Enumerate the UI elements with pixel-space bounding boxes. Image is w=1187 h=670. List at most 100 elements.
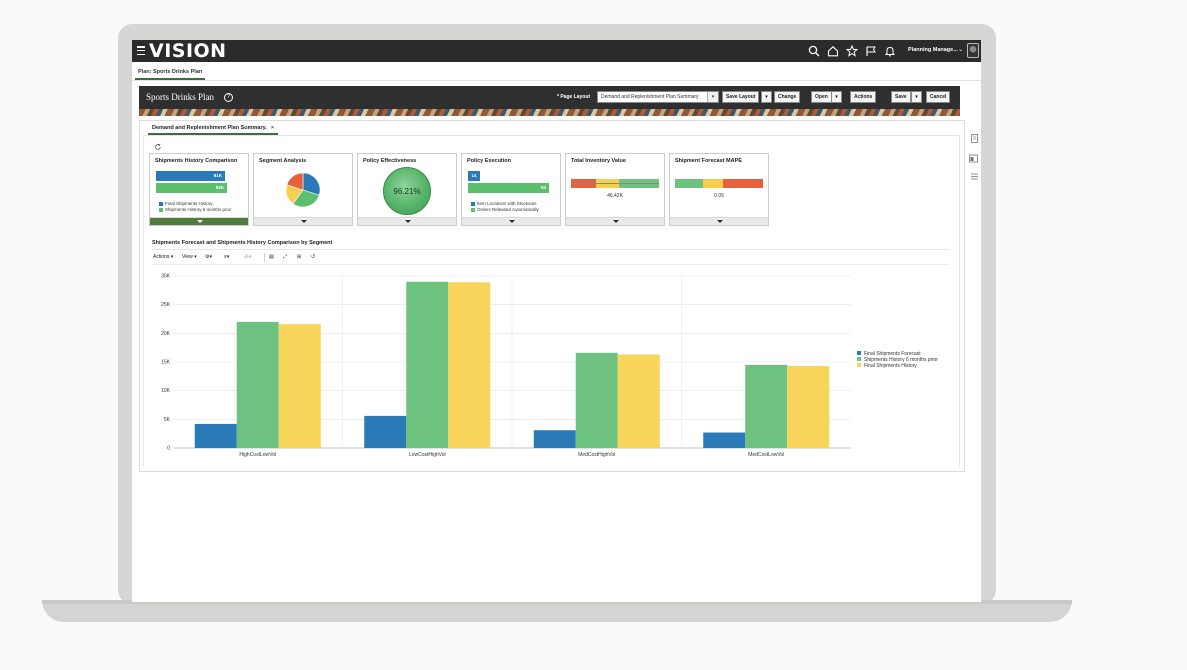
save-layout-button[interactable]: Save Layout (722, 91, 760, 103)
filter-icon[interactable]: ⁂▾ (244, 254, 252, 260)
print-icon[interactable]: ▤ (269, 254, 274, 260)
reset-icon[interactable]: ↺ (311, 254, 316, 260)
x-tick-label: MedCostHighVol (578, 452, 615, 458)
save-button[interactable]: Save (891, 91, 911, 103)
chevron-down-icon[interactable]: ▾ (707, 92, 718, 102)
summary-panel: Demand and Replenishment Plan Summary. × … (139, 120, 965, 472)
infolet-policy-execution[interactable]: Policy Execution 14 94 Item Locations wi… (461, 153, 561, 226)
y-tick-label: 30K (161, 274, 171, 280)
save-layout-menu[interactable]: ▾ (761, 91, 772, 103)
y-tick-label: 25K (161, 302, 171, 308)
infolet-forecast-mape[interactable]: Shipment Forecast MAPE 0.05 (669, 153, 769, 226)
infolet-shipments-history[interactable]: Shipments History Comparison 81K 83K Fin… (149, 153, 249, 226)
bar[interactable] (278, 324, 321, 448)
app-screen: VISION Planning Manage... ⌄ Plan: Sports… (132, 40, 981, 602)
expand-icon[interactable]: ⤢ (283, 254, 288, 260)
legend-item: Final Shipments History (159, 201, 213, 206)
user-menu[interactable]: Planning Manage... (908, 47, 958, 53)
page-layout-value: Demand and Replenishment Plan Summary (601, 94, 699, 100)
search-icon[interactable] (808, 45, 820, 57)
home-icon[interactable] (827, 45, 839, 57)
legend-label: Final Shipments History (864, 363, 917, 369)
close-icon[interactable]: × (270, 125, 275, 131)
sort-icon[interactable]: ≡▾ (224, 254, 230, 260)
legend-item: Item Locations with Stockouts (471, 201, 537, 206)
layout-icon[interactable] (969, 154, 978, 163)
bell-icon[interactable] (884, 45, 896, 57)
legend-swatch (857, 357, 861, 361)
open-menu[interactable]: ▾ (831, 91, 842, 103)
bar[interactable] (533, 430, 576, 448)
change-button[interactable]: Change (774, 91, 801, 103)
plan-tab[interactable]: Plan: Sports Drinks Plan (135, 67, 206, 80)
legend-item: Orders Released Automatically (471, 207, 539, 212)
segment-bar-chart: 0 5K 10K 15K 20K 25K 30K HighCostLowVol LowCostH… (161, 274, 938, 459)
infolet-total-inventory[interactable]: Total Inventory Value 46.42K (565, 153, 665, 226)
star-icon[interactable] (846, 45, 858, 57)
pie-slice (292, 189, 320, 208)
legend-swatch (857, 363, 861, 367)
plan-title-bar: Sports Drinks Plan ? * Page Layout Deman… (139, 86, 960, 109)
infolet-expand[interactable] (358, 217, 456, 225)
bar[interactable] (236, 321, 279, 448)
tab-plan-summary[interactable]: Demand and Replenishment Plan Summary. × (148, 123, 279, 135)
avatar[interactable] (967, 43, 979, 58)
bar[interactable] (194, 423, 237, 448)
y-tick-label: 15K (161, 360, 171, 366)
actions-button[interactable]: Actions (850, 91, 877, 103)
grid-icon[interactable]: ⊞ (297, 254, 302, 260)
infolet-expand[interactable] (566, 217, 664, 225)
actions-menu-button[interactable]: Actions ▾ (153, 254, 174, 260)
refresh-icon[interactable] (154, 143, 162, 151)
infolet-expand[interactable] (254, 217, 352, 225)
page-layout-label: * Page Layout (557, 94, 591, 100)
flag-icon[interactable] (865, 45, 877, 57)
divider (152, 264, 949, 265)
pie-slice (302, 172, 321, 196)
y-tick-label: 0 (167, 446, 170, 452)
open-button[interactable]: Open (811, 91, 832, 103)
view-menu-button[interactable]: View ▾ (182, 254, 197, 260)
list-icon[interactable] (970, 172, 979, 181)
page-layout-select[interactable]: Demand and Replenishment Plan Summary ▾ (597, 91, 719, 103)
menu-icon[interactable] (137, 46, 145, 55)
bar[interactable] (448, 282, 491, 448)
inventory-value: 46.42K (607, 193, 623, 199)
settings-icon[interactable]: ⚙▾ (205, 254, 212, 260)
bar[interactable] (617, 354, 660, 448)
bar[interactable] (406, 281, 449, 448)
infolet-policy-effectiveness[interactable]: Policy Effectiveness 96.21% (357, 153, 457, 226)
divider (132, 80, 981, 81)
y-tick-label: 5K (164, 417, 171, 423)
infolet-title: Policy Effectiveness (363, 158, 417, 164)
document-icon[interactable] (970, 134, 979, 143)
save-menu[interactable]: ▾ (911, 91, 922, 103)
infolet-expand[interactable] (462, 217, 560, 225)
bar[interactable] (575, 352, 618, 448)
bar[interactable] (364, 415, 407, 448)
bar[interactable] (787, 366, 830, 448)
infolet-segment-analysis[interactable]: Segment Analysis (253, 153, 353, 226)
toolbar-separator (264, 253, 265, 262)
x-tick-label: LowCostHighVol (409, 452, 446, 458)
mape-value: 0.05 (714, 193, 724, 199)
infolet-expand[interactable] (150, 217, 248, 225)
divider (152, 249, 949, 250)
infolet-expand[interactable] (670, 217, 768, 225)
page-title: Sports Drinks Plan (146, 92, 215, 102)
legend-item: Shipments History 6 months prior (159, 207, 232, 212)
mini-bar-final: 81K (156, 171, 225, 181)
laptop-base (42, 600, 1072, 622)
bar[interactable] (703, 432, 746, 448)
cancel-button[interactable]: Cancel (926, 91, 951, 103)
gauge-value: 96.21% (393, 187, 421, 196)
infolet-title: Policy Execution (467, 158, 512, 164)
bar[interactable] (745, 364, 788, 448)
chevron-down-icon[interactable]: ⌄ (958, 47, 964, 53)
legend-label: Shipments History 6 months prior (864, 357, 938, 363)
effectiveness-gauge: 96.21% (383, 167, 431, 215)
mini-bar-prior: 83K (156, 183, 227, 193)
x-tick-label: HighCostLowVol (239, 452, 276, 458)
segment-pie-chart (285, 172, 321, 208)
help-icon[interactable]: ? (224, 93, 233, 102)
